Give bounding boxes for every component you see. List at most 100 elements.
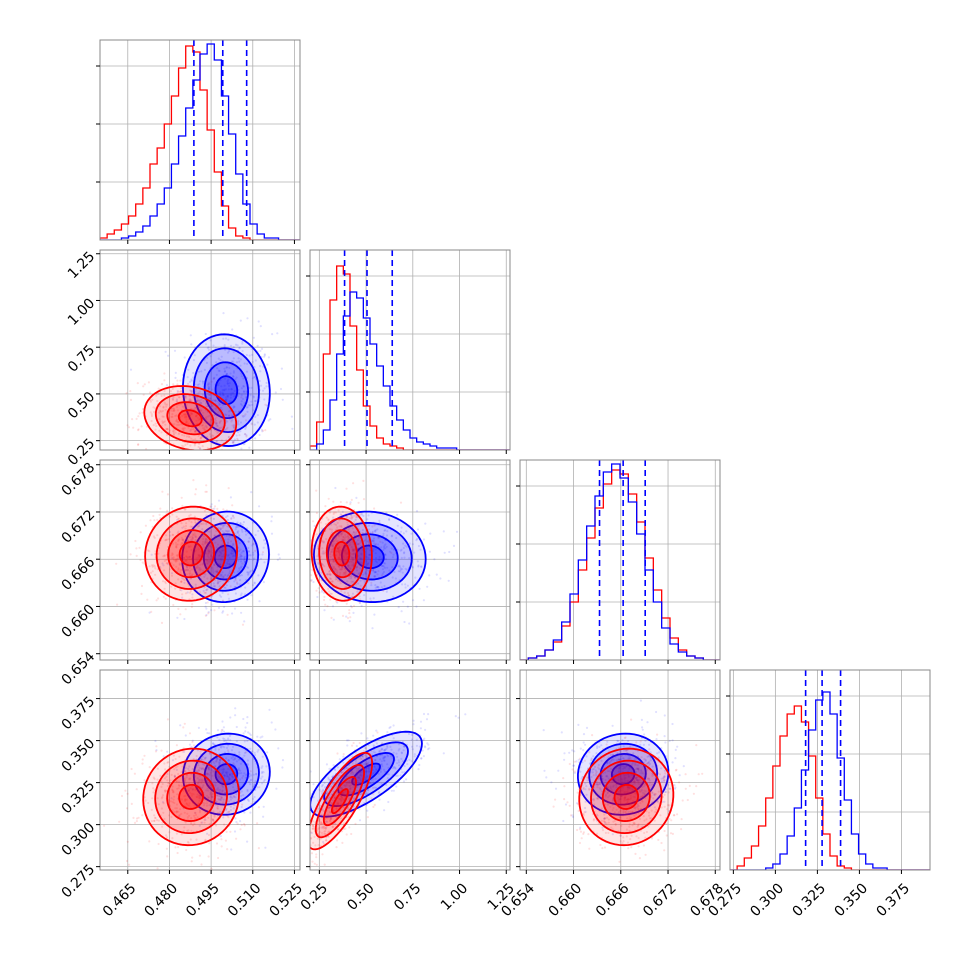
scatter-point	[404, 586, 407, 589]
scatter-point	[351, 533, 354, 536]
scatter-point	[185, 573, 189, 576]
scatter-point	[135, 547, 138, 550]
scatter-point	[218, 775, 221, 779]
scatter-point	[246, 840, 249, 843]
scatter-point	[387, 773, 390, 776]
scatter-point	[322, 840, 325, 844]
scatter-point	[413, 551, 416, 554]
scatter-point	[234, 707, 237, 710]
scatter-point	[372, 778, 375, 781]
scatter-point	[416, 537, 419, 541]
scatter-point	[398, 764, 401, 767]
scatter-point	[315, 489, 318, 492]
scatter-point	[362, 514, 365, 518]
scatter-point	[360, 732, 363, 735]
scatter-point	[248, 446, 251, 449]
scatter-point	[637, 782, 640, 785]
scatter-point	[218, 738, 221, 741]
scatter-point	[218, 762, 221, 765]
scatter-point	[220, 768, 223, 771]
scatter-point	[161, 420, 164, 423]
scatter-point	[237, 559, 240, 562]
scatter-point	[662, 776, 665, 780]
scatter-point	[225, 771, 228, 774]
scatter-point	[333, 796, 336, 799]
scatter-point	[383, 529, 386, 532]
scatter-point	[172, 791, 175, 794]
scatter-point	[223, 774, 226, 778]
scatter-point	[368, 524, 371, 527]
scatter-point	[214, 408, 217, 411]
scatter-point	[342, 535, 345, 538]
scatter-point	[239, 828, 242, 831]
scatter-point	[204, 838, 207, 842]
scatter-point	[164, 350, 167, 353]
scatter-point	[183, 778, 186, 781]
scatter-point	[183, 413, 186, 416]
scatter-point	[206, 346, 209, 349]
scatter-point	[332, 541, 335, 544]
scatter-point	[224, 809, 228, 812]
scatter-point	[318, 788, 321, 791]
blue-contour	[182, 732, 271, 816]
scatter-point	[181, 538, 184, 541]
scatter-point	[176, 383, 179, 386]
scatter-point	[328, 806, 331, 810]
scatter-point	[622, 745, 625, 748]
scatter-point	[148, 611, 151, 614]
scatter-point	[198, 554, 201, 557]
scatter-point	[398, 747, 401, 751]
scatter-point	[573, 750, 576, 753]
scatter-point	[310, 836, 313, 840]
scatter-point	[386, 731, 389, 734]
scatter-point	[128, 863, 131, 866]
scatter-point	[366, 809, 369, 812]
scatter-point	[193, 822, 196, 826]
scatter-point	[332, 516, 335, 519]
scatter-point	[378, 555, 381, 559]
scatter-point	[664, 790, 667, 794]
scatter-point	[419, 727, 422, 730]
scatter-point	[366, 816, 369, 819]
scatter-point	[224, 771, 228, 774]
scatter-point	[209, 517, 212, 520]
scatter-point	[176, 810, 179, 813]
scatter-point	[170, 574, 174, 577]
red-contour	[325, 529, 358, 579]
scatter-point	[234, 817, 237, 820]
scatter-point	[276, 558, 279, 561]
scatter-point	[346, 580, 349, 583]
scatter-point	[191, 824, 195, 827]
scatter-point	[221, 571, 224, 574]
scatter-point	[180, 812, 183, 816]
scatter-point	[592, 755, 595, 758]
scatter-point	[428, 550, 431, 553]
scatter-point	[214, 781, 217, 784]
scatter-point	[274, 391, 277, 394]
scatter-point	[640, 772, 644, 775]
scatter-point	[182, 750, 186, 754]
scatter-point	[371, 627, 374, 630]
scatter-point	[213, 743, 216, 746]
scatter-point	[196, 525, 200, 528]
scatter-point	[401, 771, 404, 774]
scatter-point	[349, 567, 352, 571]
scatter-point	[243, 811, 246, 814]
scatter-point	[231, 424, 234, 427]
scatter-point	[242, 717, 245, 721]
scatter-point	[184, 783, 187, 786]
red-contour	[143, 385, 238, 450]
scatter-point	[223, 344, 226, 347]
panel-content	[520, 460, 720, 660]
scatter-point	[372, 751, 375, 754]
scatter-point	[216, 581, 219, 585]
scatter-point	[193, 354, 196, 357]
scatter-point	[270, 721, 273, 724]
scatter-point	[168, 831, 171, 834]
scatter-point	[163, 587, 166, 590]
scatter-point	[158, 418, 161, 421]
scatter-point	[199, 437, 202, 440]
scatter-point	[198, 811, 201, 814]
scatter-point	[222, 575, 225, 578]
scatter-point	[173, 774, 176, 777]
